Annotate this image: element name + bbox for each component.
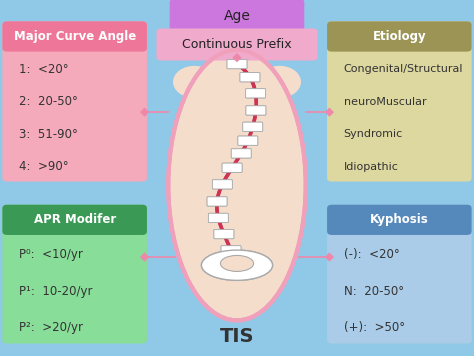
Text: P¹:  10-20/yr: P¹: 10-20/yr [19, 284, 92, 298]
FancyBboxPatch shape [214, 230, 234, 239]
FancyBboxPatch shape [227, 59, 247, 69]
Polygon shape [140, 252, 149, 262]
Ellipse shape [201, 250, 273, 281]
FancyBboxPatch shape [170, 0, 304, 34]
FancyBboxPatch shape [327, 205, 472, 235]
FancyBboxPatch shape [231, 149, 251, 158]
FancyBboxPatch shape [222, 163, 242, 172]
Ellipse shape [173, 66, 216, 98]
FancyBboxPatch shape [238, 136, 258, 145]
FancyBboxPatch shape [327, 21, 472, 182]
Ellipse shape [220, 256, 254, 271]
Text: Syndromic: Syndromic [344, 129, 403, 139]
FancyBboxPatch shape [227, 59, 247, 69]
FancyBboxPatch shape [209, 213, 228, 222]
Text: TIS: TIS [220, 327, 254, 346]
Text: P⁰:  <10/yr: P⁰: <10/yr [19, 248, 83, 261]
FancyBboxPatch shape [212, 180, 232, 189]
Text: Major Curve Angle: Major Curve Angle [14, 30, 136, 43]
FancyBboxPatch shape [212, 180, 232, 189]
Text: Continuous Prefix: Continuous Prefix [182, 38, 292, 51]
FancyBboxPatch shape [2, 21, 147, 182]
Text: Etiology: Etiology [373, 30, 426, 43]
Ellipse shape [168, 50, 306, 320]
FancyBboxPatch shape [240, 73, 260, 82]
FancyBboxPatch shape [214, 230, 234, 239]
FancyBboxPatch shape [327, 205, 472, 344]
FancyBboxPatch shape [2, 205, 147, 344]
Text: (-):  <20°: (-): <20° [344, 248, 400, 261]
Polygon shape [232, 53, 242, 62]
Text: N:  20-50°: N: 20-50° [344, 284, 404, 298]
FancyBboxPatch shape [209, 213, 228, 222]
Text: (+):  >50°: (+): >50° [344, 321, 405, 334]
FancyBboxPatch shape [221, 246, 241, 255]
Polygon shape [140, 108, 149, 117]
FancyBboxPatch shape [243, 122, 263, 131]
FancyBboxPatch shape [221, 246, 241, 255]
FancyBboxPatch shape [243, 122, 263, 131]
Ellipse shape [185, 64, 289, 235]
Text: Congenital/Structural: Congenital/Structural [344, 64, 463, 74]
FancyBboxPatch shape [2, 21, 147, 52]
Text: 3:  51-90°: 3: 51-90° [19, 128, 78, 141]
FancyBboxPatch shape [2, 205, 147, 235]
FancyBboxPatch shape [227, 262, 247, 272]
FancyBboxPatch shape [327, 21, 472, 52]
FancyBboxPatch shape [246, 106, 266, 115]
Ellipse shape [258, 66, 301, 98]
Text: Kyphosis: Kyphosis [370, 213, 428, 226]
Ellipse shape [201, 250, 273, 281]
FancyBboxPatch shape [246, 89, 265, 98]
FancyBboxPatch shape [227, 262, 247, 272]
FancyBboxPatch shape [222, 163, 242, 172]
FancyBboxPatch shape [246, 106, 266, 115]
Text: neuroMuscular: neuroMuscular [344, 97, 426, 107]
Polygon shape [325, 108, 334, 117]
FancyBboxPatch shape [207, 197, 227, 206]
Text: Idiopathic: Idiopathic [344, 162, 399, 172]
Text: 4:  >90°: 4: >90° [19, 160, 69, 173]
Text: 2:  20-50°: 2: 20-50° [19, 95, 78, 108]
FancyBboxPatch shape [240, 73, 260, 82]
Ellipse shape [220, 256, 254, 271]
Text: APR Modifer: APR Modifer [34, 213, 116, 226]
Text: 1:  <20°: 1: <20° [19, 63, 69, 76]
Polygon shape [325, 252, 334, 262]
Text: P²:  >20/yr: P²: >20/yr [19, 321, 83, 334]
FancyBboxPatch shape [207, 197, 227, 206]
FancyBboxPatch shape [238, 136, 258, 145]
Text: Age: Age [224, 9, 250, 23]
FancyBboxPatch shape [231, 149, 251, 158]
FancyBboxPatch shape [156, 28, 318, 61]
FancyBboxPatch shape [246, 89, 265, 98]
